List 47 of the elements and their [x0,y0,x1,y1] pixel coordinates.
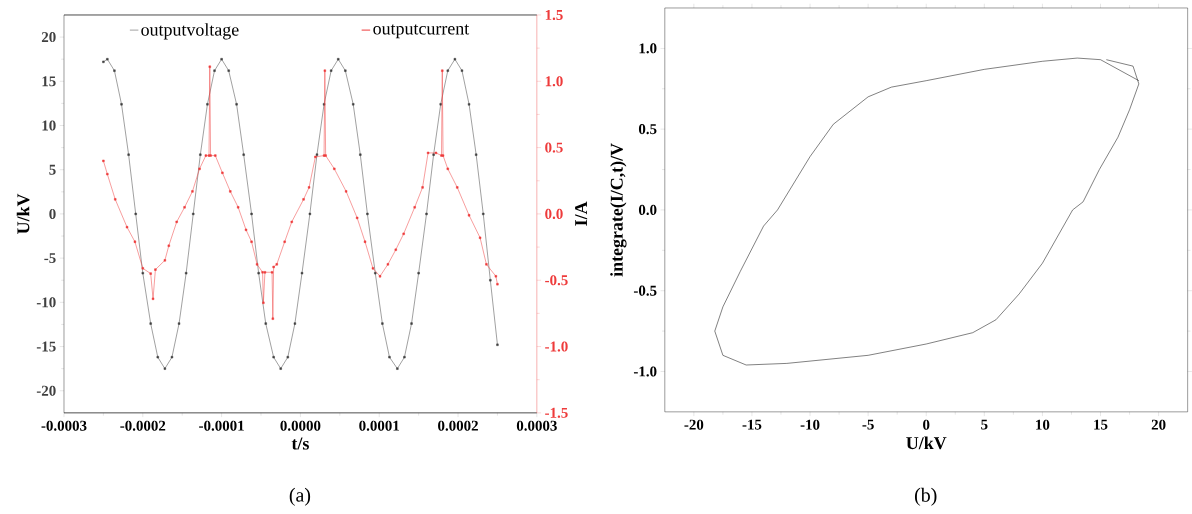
x-axis-title: t/s [291,437,309,450]
y2-tick-label: 1.0 [545,76,563,87]
x-tick-label: -10 [800,419,820,430]
x-tick-label: -0.0003 [41,420,87,431]
x-axis-title: U/kV [906,436,947,450]
x-tick-label: 0.0003 [516,420,557,431]
y-tick-label: 1.0 [639,43,657,54]
y-tick-label: 0.5 [638,124,657,135]
y2-axis-title: I/A [575,201,588,226]
x-tick-label: 20 [1151,419,1166,430]
x-tick-label: 0.0001 [359,420,399,431]
y-axis-title: U/kV [16,193,30,234]
y-tick-label: 10 [42,120,56,131]
x-tick-label: 0.0000 [280,420,321,431]
y2-tick-label: 0.0 [545,208,563,220]
y-tick-label: -20 [36,385,56,396]
y-tick-label: 15 [42,76,56,87]
x-tick-label: 0.0002 [438,420,478,431]
x-tick-label: -15 [742,419,762,430]
legend-label: outputvoltage [141,23,239,40]
y2-tick-label: 0.5 [545,142,563,153]
legend-label: outputcurrent [373,24,470,39]
x-tick-label: -5 [862,419,874,430]
y2-tick-label: -0.5 [545,275,568,286]
y-tick-label: 20 [41,32,56,43]
line-series [714,57,1140,366]
y-axis-title: integrate(I/C,t)/V [610,143,627,277]
y-tick-label: -15 [36,341,56,352]
x-tick-label: 5 [981,419,988,430]
y-tick-label: -1.0 [633,366,657,377]
y-tick-label: 0 [49,208,56,220]
text: (a) [289,487,311,506]
x-tick-label: 10 [1036,419,1050,430]
x-tick-label: -20 [684,419,704,430]
y2-tick-label: -1.5 [545,407,568,418]
text: (b) [914,487,937,506]
y-tick-label: -0.5 [633,285,657,296]
x-tick-label: 0 [923,419,930,430]
y-tick-label: 5 [49,164,56,175]
y-tick-label: 0.0 [638,204,657,216]
x-tick-label: -0.0002 [120,420,166,431]
y2-tick-label: 1.5 [545,10,563,21]
y-tick-label: -5 [44,253,56,264]
x-tick-label: 15 [1094,419,1108,430]
x-tick-label: -0.0001 [199,420,244,431]
y2-tick-label: -1.0 [545,341,568,352]
y-tick-label: -10 [36,297,56,308]
